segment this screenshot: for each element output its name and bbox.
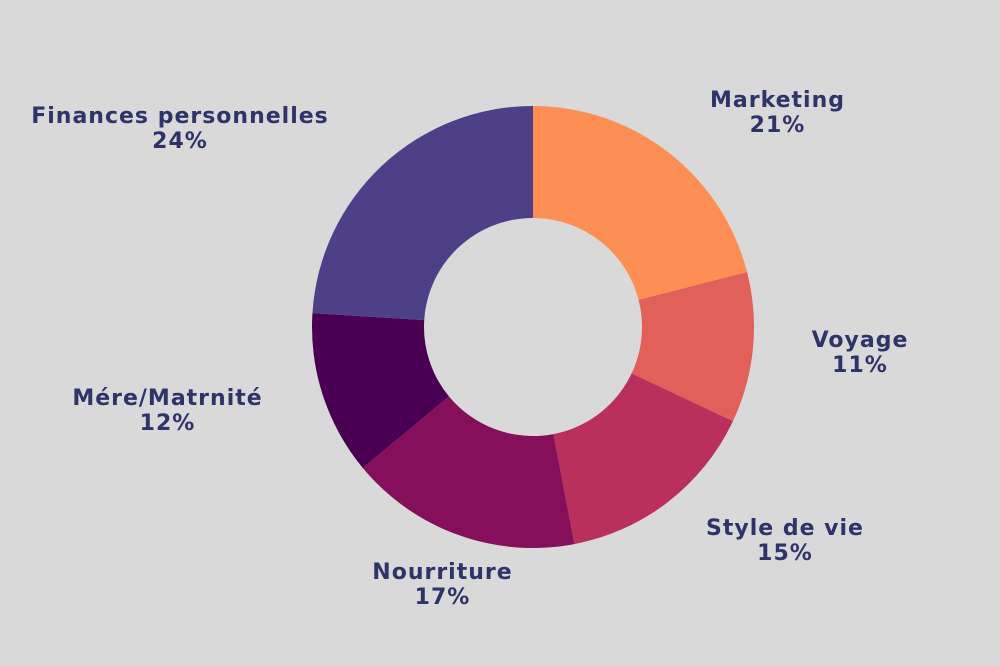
label-pct: 24%	[152, 129, 208, 154]
slice-finances-personnelles	[312, 106, 533, 321]
label-voyage: Voyage 11%	[800, 328, 920, 378]
label-pct: 15%	[757, 541, 813, 566]
label-pct: 17%	[414, 585, 471, 610]
label-finances-personnelles: Finances personnelles 24%	[5, 104, 355, 154]
label-name: Finances personnelles	[31, 104, 329, 129]
label-name: Mére/Matrnité	[72, 386, 263, 411]
label-pct: 11%	[832, 353, 888, 378]
slice-m-re-matrnit-	[312, 313, 450, 468]
label-nourriture: Nourriture 17%	[355, 560, 530, 610]
label-mere-maternite: Mére/Matrnité 12%	[50, 386, 285, 436]
slice-style-de-vie	[553, 373, 733, 545]
label-style-de-vie: Style de vie 15%	[690, 516, 880, 566]
label-name: Style de vie	[706, 516, 864, 541]
slice-voyage	[631, 272, 755, 422]
slice-marketing	[533, 106, 748, 300]
label-name: Voyage	[811, 328, 909, 353]
label-pct: 21%	[749, 113, 806, 138]
label-marketing: Marketing 21%	[700, 88, 855, 138]
label-name: Marketing	[709, 88, 846, 113]
label-name: Nourriture	[372, 560, 513, 585]
slice-nourriture	[362, 396, 575, 549]
label-pct: 12%	[139, 411, 196, 436]
